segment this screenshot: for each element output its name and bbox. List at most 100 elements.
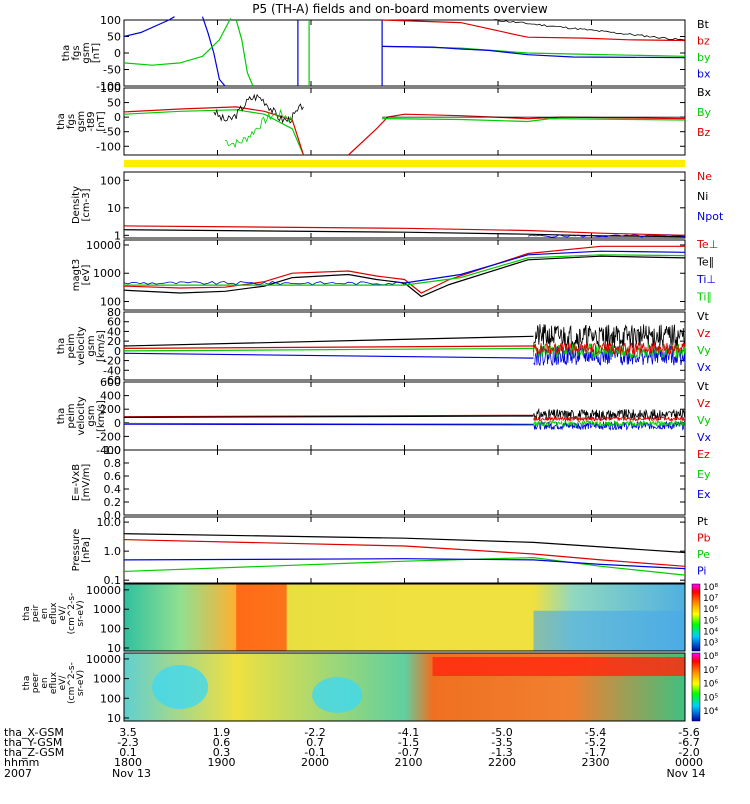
panel-frame <box>123 516 686 584</box>
y-axis-label: thapeerenefluxeV/(cm^2-s-sr-eV) <box>22 662 86 704</box>
x-row-value: 3.5 <box>119 726 137 739</box>
y-tick-label: -100 <box>96 140 121 153</box>
y-axis-label-line: -t89 <box>86 111 97 131</box>
legend-Bx: Bx <box>697 86 712 99</box>
legend-Bz: Bz <box>697 126 711 139</box>
panel-frame <box>123 449 686 516</box>
colorbar-tick-label: 10⁵ <box>703 693 718 703</box>
vx-trace <box>533 420 685 431</box>
y-tick-label: -100 <box>96 80 121 93</box>
colorbar-tick-label: 10⁷ <box>703 594 718 604</box>
x-row-value: -0.7 <box>398 746 419 759</box>
y-tick-label: 1 <box>114 229 121 242</box>
vt-trace <box>123 415 534 418</box>
y-tick-label: 80 <box>107 306 121 319</box>
y-tick-label: 40 <box>107 325 121 338</box>
ti-perp-trace <box>404 250 686 284</box>
vx-trace <box>123 352 534 359</box>
x-row-value: -3.5 <box>491 736 512 749</box>
y-axis-label-line: sr-eV) <box>76 670 86 696</box>
y-axis-label: thapeimvelocitygsm[km/s] <box>56 396 107 435</box>
y-tick-label: 0 <box>114 111 121 124</box>
y-axis-label-line: E=-VxB <box>71 464 82 501</box>
panel-frame <box>123 652 686 722</box>
legend-Ti⊥: Ti⊥ <box>696 273 716 286</box>
y-axis-label: Pressure[nPa] <box>71 529 92 572</box>
y-axis-label-line: gsm <box>86 405 97 426</box>
y-axis-label-line: tha <box>56 338 67 354</box>
x-row-value: -0.1 <box>304 746 325 759</box>
x-row-value: -4.1 <box>398 726 419 739</box>
legend-Pt: Pt <box>697 515 709 528</box>
x-row-label: tha_Y-GSM <box>4 736 62 749</box>
legend-Pb: Pb <box>697 532 711 545</box>
y-tick-label: 10000 <box>86 239 121 252</box>
y-tick-label: 1.0 <box>104 444 122 457</box>
y-tick-label: 0.2 <box>104 496 122 509</box>
y-axis-label-line: tha <box>22 606 32 621</box>
panel-temp: 10000 1000 100 magt3[eV] Te⊥ Te∥ Ti⊥ Ti∥ <box>71 238 718 311</box>
colorbar-tick-label: 10⁵ <box>703 616 718 626</box>
panel-frame <box>123 87 686 156</box>
colorbar <box>691 583 701 652</box>
vy-trace <box>533 343 686 360</box>
ti-par-trace <box>124 254 686 286</box>
x-year: 2007 <box>4 767 32 780</box>
panel-pressure: 10.0 1.0 0.1 Pressure[nPa] Pt Pb Pe Pi <box>71 515 711 587</box>
legend-Pi: Pi <box>697 565 706 578</box>
y-tick-label: 100 <box>100 692 121 705</box>
y-tick-label: 200 <box>100 403 121 416</box>
y-axis-label-line: [mV/m] <box>81 464 92 502</box>
bz-trace <box>347 113 686 156</box>
x-row-value: -2.3 <box>117 736 138 749</box>
panel-frame <box>123 239 686 311</box>
y-tick-label: -200 <box>96 430 121 443</box>
vz-trace <box>533 415 686 422</box>
x-row-value: -6.7 <box>678 736 699 749</box>
y-axis-label-line: en <box>40 608 50 619</box>
y-tick-label: 0 <box>114 345 121 358</box>
legend-bz: bz <box>697 35 710 48</box>
by-trace <box>123 109 305 156</box>
legend-Pe: Pe <box>697 548 710 561</box>
x-row-label: tha_X-GSM <box>4 726 64 739</box>
legend-Ni: Ni <box>697 190 708 203</box>
legend-Vt: Vt <box>697 310 710 323</box>
y-axis-label-line: velocity <box>76 396 87 435</box>
y-axis-label-line: peim <box>66 333 77 358</box>
y-axis-label-line: gsm <box>86 335 97 356</box>
y-tick-label: 10000 <box>86 653 121 666</box>
legend-Vz: Vz <box>697 327 711 340</box>
legend-Ex: Ex <box>697 488 711 501</box>
x-row-value: -5.0 <box>491 726 512 739</box>
bx-trace <box>201 16 226 87</box>
y-tick-label: 100 <box>100 14 121 27</box>
panel-fgs: 100 50 0 -50 -100 thafgsgsm[nT] Bt bz by bx <box>61 14 711 93</box>
y-tick-label: 10.0 <box>97 516 122 529</box>
x-row-label: tha_Z-GSM <box>4 746 64 759</box>
y-axis-label-line: gsm <box>81 42 92 63</box>
bx-trace <box>382 45 686 59</box>
te-perp-trace <box>123 245 685 294</box>
panel-frame <box>123 583 686 652</box>
y-tick-label: 1000 <box>93 267 121 280</box>
x-row-value: 0.1 <box>119 746 137 759</box>
y-axis-label-line: eflux <box>49 671 59 694</box>
y-axis-label-line: [km/s] <box>96 400 107 432</box>
y-tick-label: 0 <box>114 47 121 60</box>
vz-trace <box>123 414 534 418</box>
legend-by: by <box>697 51 711 64</box>
x-row-value: -5.4 <box>585 726 606 739</box>
flux-enhancement <box>432 657 685 677</box>
y-axis-label-line: velocity <box>76 326 87 365</box>
y-axis-label-line: (cm^2-s- <box>67 662 77 704</box>
y-axis-label-line: Density <box>71 186 82 224</box>
vz-trace <box>123 345 534 349</box>
vt-trace <box>123 335 534 347</box>
vy-trace <box>123 347 534 352</box>
panel-density: 100 10 1 Density[cm-3] Ne Ni Npot <box>71 170 724 242</box>
x-row-value: 2000 <box>301 756 329 769</box>
y-tick-label: 0 <box>114 417 121 430</box>
vy-trace <box>123 422 534 425</box>
y-axis-label-line: tha <box>56 113 67 129</box>
